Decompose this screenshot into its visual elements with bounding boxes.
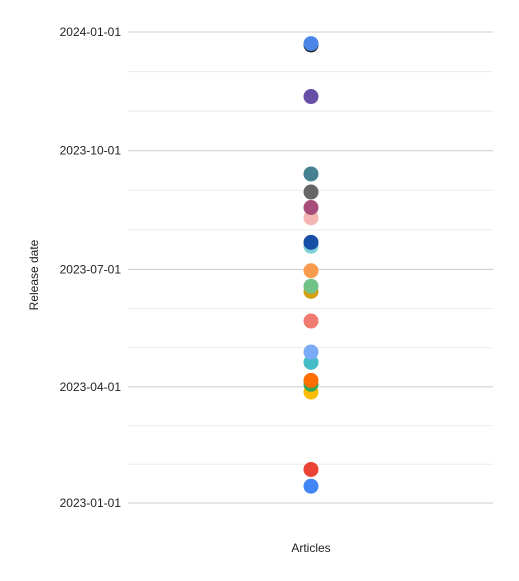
y-tick-label: 2023-01-01	[60, 496, 122, 510]
data-point[interactable]	[303, 344, 319, 360]
y-axis-title: Release date	[27, 239, 41, 310]
data-point[interactable]	[303, 166, 319, 182]
data-point[interactable]	[303, 278, 319, 294]
y-tick-label: 2023-04-01	[60, 380, 122, 394]
data-point[interactable]	[303, 89, 319, 105]
data-point[interactable]	[303, 210, 319, 226]
y-tick-label: 2023-07-01	[60, 262, 122, 276]
data-point[interactable]	[303, 36, 319, 52]
y-tick-label: 2023-10-01	[60, 144, 122, 158]
data-points	[303, 36, 319, 494]
data-point[interactable]	[303, 478, 319, 494]
data-point[interactable]	[303, 199, 319, 215]
x-axis-title: Articles	[291, 541, 330, 555]
data-point[interactable]	[303, 354, 319, 370]
y-tick-labels: 2023-01-01 2023-04-01 2023-07-01 2023-10-01…	[60, 25, 122, 510]
data-point[interactable]	[303, 234, 319, 250]
data-point[interactable]	[303, 461, 319, 477]
data-point[interactable]	[303, 263, 319, 279]
y-tick-label: 2024-01-01	[60, 25, 122, 39]
data-point[interactable]	[303, 372, 319, 388]
data-point[interactable]	[303, 313, 319, 329]
data-point[interactable]	[303, 184, 319, 200]
